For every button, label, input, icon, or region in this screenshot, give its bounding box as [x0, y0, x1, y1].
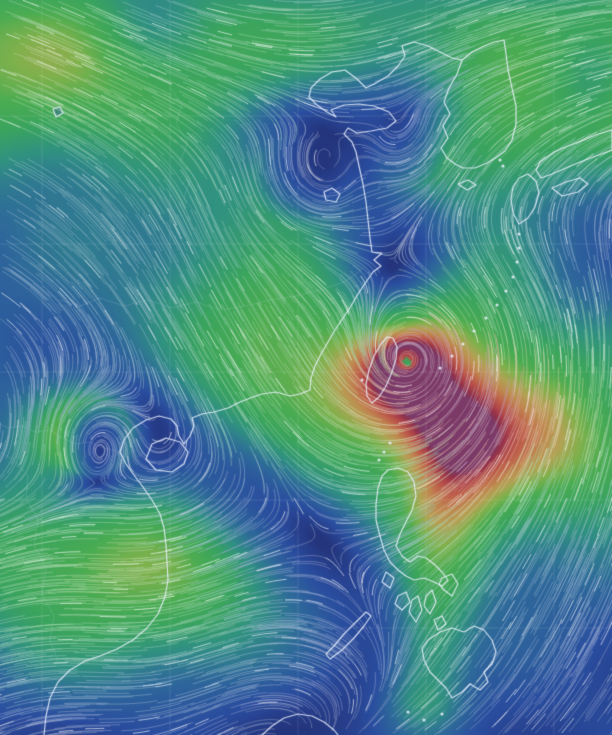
wind-streamline-canvas[interactable]: [0, 0, 612, 735]
wind-map-viewport[interactable]: [0, 0, 612, 735]
